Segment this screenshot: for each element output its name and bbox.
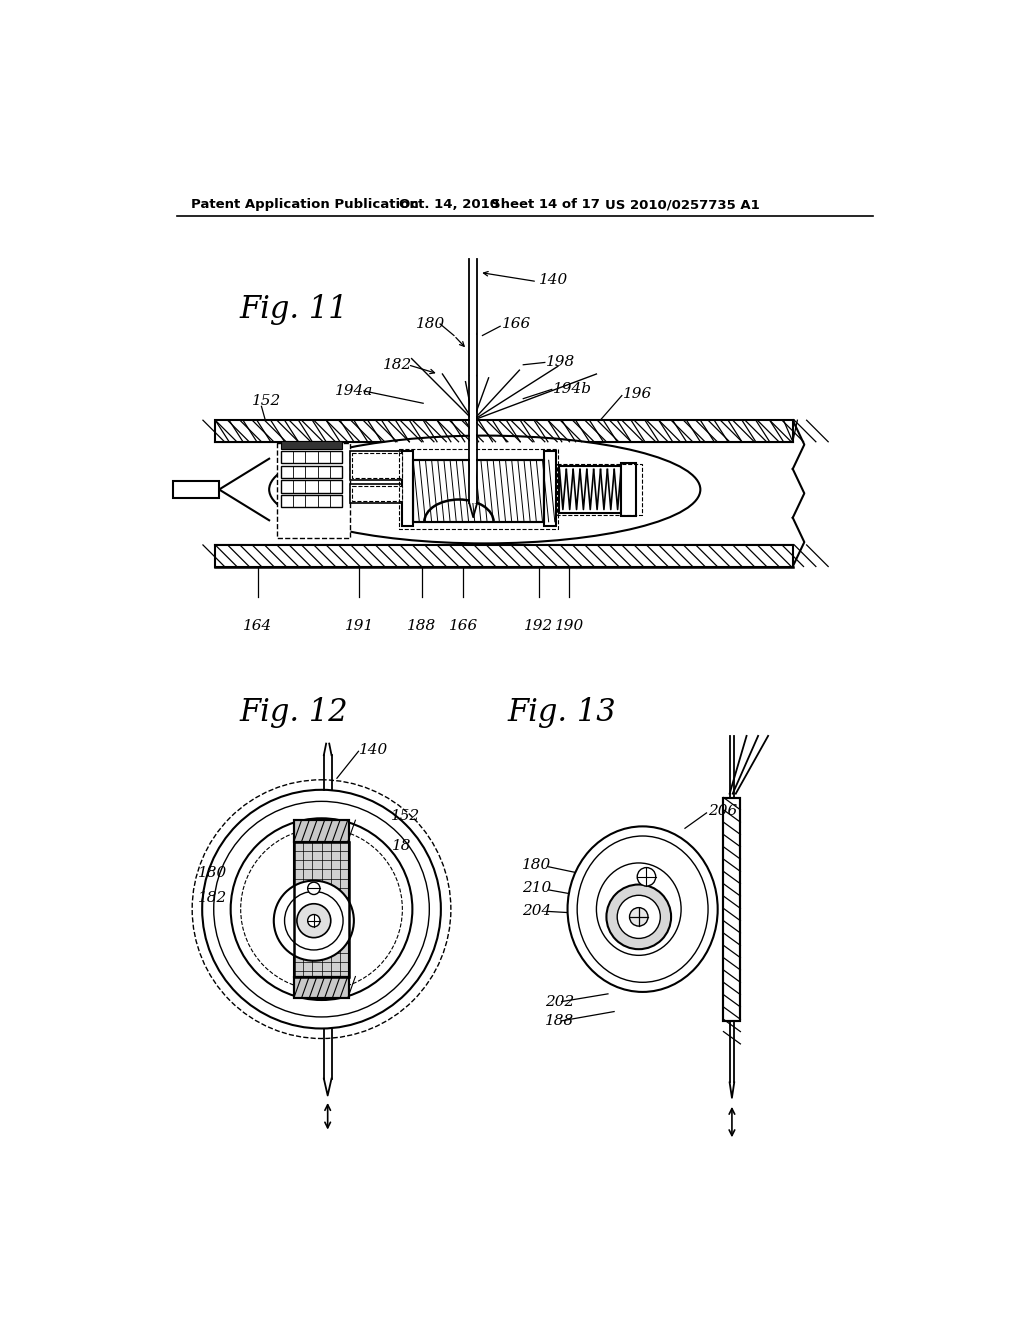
Bar: [294, 977, 349, 998]
Ellipse shape: [567, 826, 718, 991]
Text: 188: 188: [407, 619, 436, 632]
Text: 191: 191: [345, 619, 374, 632]
Circle shape: [214, 801, 429, 1016]
Bar: [621, 462, 637, 516]
Text: 202: 202: [545, 994, 574, 1008]
Bar: [215, 545, 793, 566]
Bar: [413, 461, 544, 521]
Bar: [350, 451, 403, 480]
Circle shape: [307, 915, 319, 927]
Bar: [350, 484, 403, 503]
Text: 198: 198: [547, 355, 575, 370]
Text: 188: 188: [545, 1014, 574, 1028]
Text: 152: 152: [252, 393, 282, 408]
Text: 180: 180: [199, 866, 227, 880]
Circle shape: [307, 882, 319, 895]
Text: 140: 140: [359, 743, 388, 756]
Text: Patent Application Publication: Patent Application Publication: [190, 198, 419, 211]
Text: US 2010/0257735 A1: US 2010/0257735 A1: [605, 198, 760, 211]
Text: 182: 182: [199, 891, 227, 904]
Bar: [276, 444, 350, 539]
Text: 204: 204: [521, 904, 551, 917]
Bar: [215, 420, 793, 442]
Bar: [294, 977, 349, 998]
Circle shape: [617, 895, 660, 939]
Text: 152: 152: [391, 809, 420, 822]
Circle shape: [202, 789, 441, 1028]
Text: 182: 182: [636, 936, 665, 949]
Bar: [352, 487, 401, 502]
Ellipse shape: [269, 436, 700, 544]
Bar: [413, 461, 544, 521]
Text: 206: 206: [708, 804, 737, 818]
Bar: [724, 797, 740, 1020]
Bar: [559, 466, 621, 512]
Text: Sheet 14 of 17: Sheet 14 of 17: [490, 198, 600, 211]
Circle shape: [230, 818, 413, 1001]
Bar: [294, 820, 349, 842]
Bar: [294, 842, 349, 977]
Bar: [544, 451, 556, 527]
Bar: [294, 842, 349, 977]
Ellipse shape: [578, 836, 708, 982]
Text: 190: 190: [555, 619, 584, 632]
Circle shape: [241, 829, 402, 990]
Bar: [281, 451, 342, 463]
Bar: [401, 451, 413, 527]
Text: 140: 140: [539, 273, 568, 286]
Bar: [557, 465, 642, 515]
Text: 182: 182: [383, 358, 413, 372]
Text: 166: 166: [449, 619, 478, 632]
Text: 180: 180: [521, 858, 551, 873]
Bar: [399, 449, 558, 529]
Circle shape: [606, 884, 671, 949]
Text: Fig. 12: Fig. 12: [240, 697, 348, 727]
Text: Fig. 13: Fig. 13: [508, 697, 616, 727]
Text: 192: 192: [524, 619, 553, 632]
Ellipse shape: [596, 863, 681, 956]
Text: 210: 210: [521, 882, 551, 895]
Bar: [215, 442, 793, 545]
Circle shape: [637, 867, 655, 886]
Text: 194b: 194b: [553, 383, 592, 396]
Text: Oct. 14, 2010: Oct. 14, 2010: [398, 198, 499, 211]
Circle shape: [297, 904, 331, 937]
Text: Fig. 11: Fig. 11: [240, 294, 348, 325]
Bar: [470, 259, 476, 503]
Circle shape: [193, 780, 451, 1039]
Bar: [724, 797, 740, 1020]
Text: 18: 18: [392, 840, 412, 853]
Circle shape: [630, 908, 648, 927]
Bar: [281, 495, 342, 507]
Bar: [352, 453, 401, 478]
Text: 194a: 194a: [335, 384, 373, 397]
Circle shape: [273, 880, 354, 961]
Bar: [281, 480, 342, 492]
Text: 196: 196: [624, 387, 652, 401]
Bar: [281, 466, 342, 478]
Circle shape: [285, 891, 343, 950]
Text: 180: 180: [416, 317, 444, 331]
Bar: [281, 441, 342, 449]
Bar: [173, 480, 219, 498]
Text: 164: 164: [243, 619, 272, 632]
Text: 166: 166: [502, 317, 531, 331]
Bar: [294, 820, 349, 842]
